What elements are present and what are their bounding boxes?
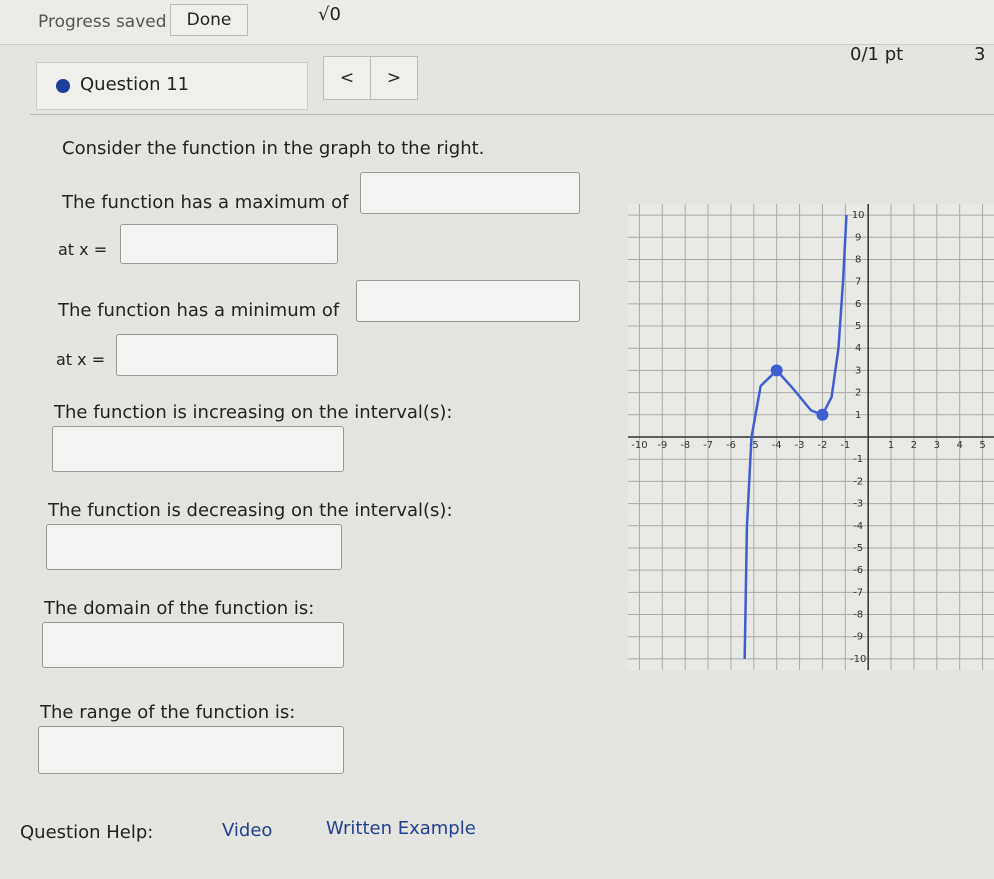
- y-tick-label: -5: [853, 543, 863, 554]
- question-select[interactable]: [36, 62, 308, 110]
- prompt: at x =: [58, 240, 108, 259]
- x-tick-label: -3: [795, 440, 805, 451]
- y-tick-label: 3: [855, 365, 861, 376]
- y-tick-label: 2: [855, 388, 861, 399]
- prompt: at x =: [56, 350, 106, 369]
- prompt: The domain of the function is:: [44, 598, 315, 619]
- answer-box[interactable]: [38, 726, 344, 774]
- video-link[interactable]: Video: [222, 820, 273, 841]
- answer-box[interactable]: [46, 524, 342, 570]
- answer-box[interactable]: [120, 224, 338, 264]
- prompt: The function has a maximum of: [62, 192, 349, 213]
- top-bar: [0, 0, 994, 45]
- prompt: The function has a minimum of: [58, 300, 340, 321]
- answer-box[interactable]: [356, 280, 580, 322]
- prompt: Consider the function in the graph to th…: [62, 138, 485, 159]
- prompt: The range of the function is:: [40, 702, 296, 723]
- done-button[interactable]: Done: [170, 4, 248, 36]
- divider: [30, 114, 994, 115]
- x-tick-label: -8: [680, 440, 690, 451]
- x-tick-label: -1: [840, 440, 850, 451]
- math-button[interactable]: √0: [318, 4, 341, 25]
- answer-box[interactable]: [360, 172, 580, 214]
- y-tick-label: 8: [855, 254, 861, 265]
- prompt: The function is increasing on the interv…: [54, 402, 453, 423]
- graph-bg: [628, 204, 994, 670]
- x-tick-label: -7: [703, 440, 713, 451]
- y-tick-label: -10: [850, 654, 866, 665]
- x-tick-label: 4: [957, 440, 963, 451]
- extremum-point: [770, 364, 783, 377]
- status-dot: [56, 79, 70, 93]
- question-label: Question 11: [80, 74, 190, 95]
- y-tick-label: -1: [853, 454, 863, 465]
- y-tick-label: -9: [853, 632, 863, 643]
- y-tick-label: -2: [853, 476, 863, 487]
- x-tick-label: -6: [726, 440, 736, 451]
- x-tick-label: 3: [934, 440, 940, 451]
- x-tick-label: -10: [631, 440, 647, 451]
- y-tick-label: 7: [855, 277, 861, 288]
- y-tick-label: 9: [855, 232, 861, 243]
- answer-box[interactable]: [42, 622, 344, 668]
- next-button[interactable]: >: [370, 56, 418, 100]
- y-tick-label: 10: [852, 210, 865, 221]
- extremum-point: [816, 408, 829, 421]
- y-tick-label: 5: [855, 321, 861, 332]
- answer-box[interactable]: [52, 426, 344, 472]
- answer-box[interactable]: [116, 334, 338, 376]
- x-tick-label: -2: [817, 440, 827, 451]
- x-tick-label: -9: [657, 440, 667, 451]
- y-tick-label: 6: [855, 299, 861, 310]
- y-tick-label: -7: [853, 587, 863, 598]
- y-tick-label: -4: [853, 521, 863, 532]
- y-tick-label: 1: [855, 410, 861, 421]
- x-tick-label: 1: [888, 440, 894, 451]
- help-label: Question Help:: [20, 822, 154, 843]
- y-tick-label: -3: [853, 499, 863, 510]
- score: 0/1 pt: [850, 44, 904, 65]
- curve: [743, 215, 848, 659]
- x-tick-label: 2: [911, 440, 917, 451]
- y-tick-label: -8: [853, 610, 863, 621]
- x-tick-label: -4: [772, 440, 782, 451]
- retries: 3: [974, 44, 986, 65]
- prompt: The function is decreasing on the interv…: [48, 500, 453, 521]
- x-tick-label: -5: [749, 440, 759, 451]
- x-tick-label: 5: [979, 440, 985, 451]
- status: Progress saved: [38, 12, 167, 32]
- y-tick-label: -6: [853, 565, 863, 576]
- prev-button[interactable]: <: [323, 56, 371, 100]
- example-link[interactable]: Written Example: [326, 818, 476, 839]
- y-tick-label: 4: [855, 343, 861, 354]
